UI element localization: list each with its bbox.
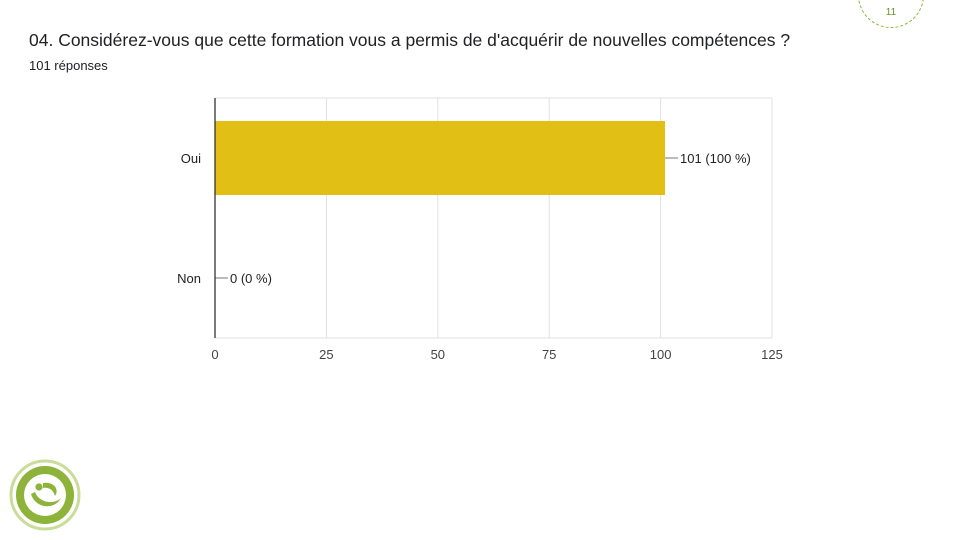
chart-labels: 0 25 50 75 100 125 Oui 101 (100 %) Non 0 (0 %) xyxy=(177,98,783,362)
question-title: 04. Considérez-vous que cette formation … xyxy=(29,30,791,50)
chart-bars xyxy=(215,121,666,195)
x-tick-label: 0 xyxy=(211,347,218,362)
x-tick-label: 25 xyxy=(319,347,333,362)
x-tick-label: 125 xyxy=(761,347,783,362)
page-number: 11 xyxy=(885,7,897,18)
x-tick-label: 50 xyxy=(431,347,445,362)
organization-logo-icon xyxy=(9,459,81,531)
data-label: 101 (100 %) xyxy=(680,151,751,166)
x-tick-label: 75 xyxy=(542,347,556,362)
bar-oui xyxy=(215,121,666,195)
x-tick-label: 100 xyxy=(650,347,672,362)
category-label: Oui xyxy=(181,151,201,166)
response-count: 101 réponses xyxy=(29,58,108,73)
category-label: Non xyxy=(177,271,201,286)
data-label: 0 (0 %) xyxy=(230,271,272,286)
